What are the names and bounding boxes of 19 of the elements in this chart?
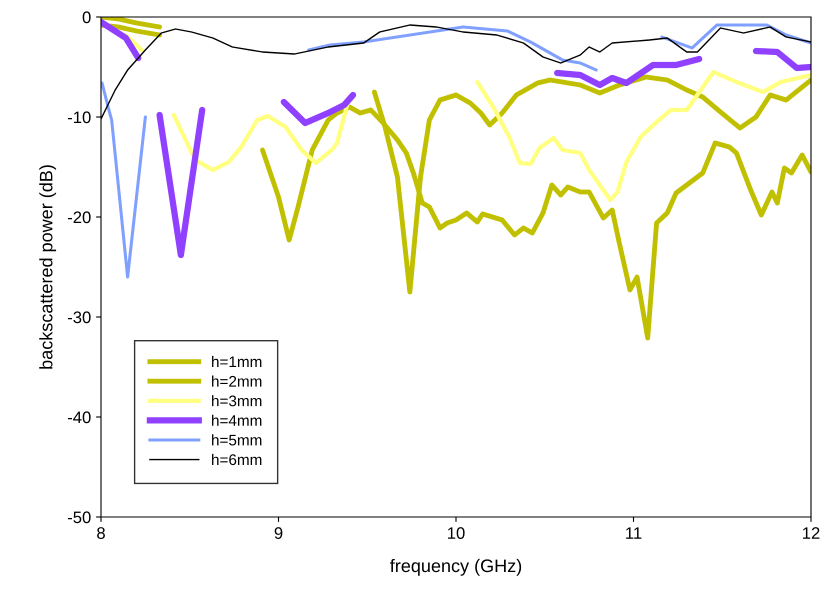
y-tick-label: -20 <box>68 211 91 224</box>
x-axis-title: frequency (GHz) <box>390 558 522 576</box>
legend-label: h=2mm <box>212 376 262 387</box>
x-tick-label: 9 <box>274 527 282 539</box>
y-tick-label: -30 <box>68 311 91 324</box>
legend-label: h=1mm <box>212 356 262 367</box>
x-tick-label: 11 <box>626 527 642 539</box>
y-tick-label: -50 <box>68 511 91 524</box>
y-tick-label: -10 <box>68 111 91 124</box>
legend-label: h=4mm <box>212 414 262 426</box>
legend-label: h=6mm <box>212 454 262 466</box>
x-tick-label: 8 <box>97 527 105 539</box>
legend-label: h=3mm <box>212 395 262 406</box>
x-tick-label: 12 <box>803 527 820 539</box>
x-tick-label: 10 <box>448 527 465 539</box>
y-axis-title: backscattered power (dB) <box>39 165 56 369</box>
y-tick-label: -40 <box>68 411 91 424</box>
y-tick-label: 0 <box>82 11 91 24</box>
legend-label: h=5mm <box>212 434 262 446</box>
